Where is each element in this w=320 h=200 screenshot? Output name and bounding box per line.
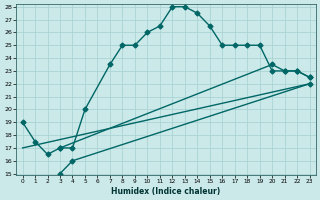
X-axis label: Humidex (Indice chaleur): Humidex (Indice chaleur) (111, 187, 221, 196)
